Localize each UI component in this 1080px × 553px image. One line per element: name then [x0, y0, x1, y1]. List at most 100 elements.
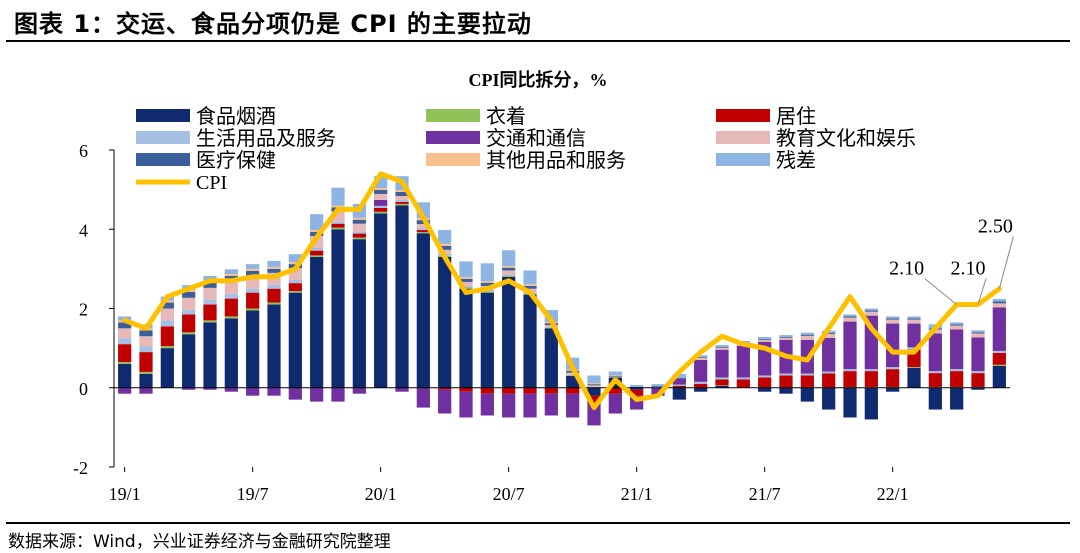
bar-residual-20-11 [587, 375, 601, 384]
bar-residual-21-4 [694, 355, 708, 358]
legend-swatch-residual [716, 153, 770, 166]
bar-household-19-2 [139, 346, 153, 353]
bar-food-20-5 [459, 288, 473, 388]
bar-housing-19-8 [267, 288, 281, 303]
bar-transport-19-5 [203, 387, 217, 390]
bar-education-21-5 [715, 347, 729, 350]
bar-residual-20-5 [459, 261, 473, 278]
bar-household-19-4 [182, 309, 196, 315]
bar-medical-20-12 [608, 376, 622, 378]
bar-other-20-11 [587, 383, 601, 385]
bar-clothing-19-11 [331, 227, 345, 230]
source-note: 数据来源：Wind，兴业证券经济与金融研究院整理 [8, 532, 391, 552]
y-tick-label: 2 [79, 300, 88, 320]
bar-clothing-19-1 [118, 361, 132, 364]
bar-transport-20-1 [374, 199, 388, 206]
x-tick-label: 19/7 [237, 484, 269, 504]
bar-transport-20-2 [395, 387, 409, 392]
bar-food-22-1 [886, 387, 900, 392]
bar-clothing-19-5 [203, 320, 217, 323]
bar-education-19-10 [310, 235, 324, 248]
bar-medical-20-5 [459, 278, 473, 282]
bar-household-21-12 [864, 369, 878, 372]
bar-other-19-3 [160, 300, 174, 303]
bar-food-20-4 [438, 256, 452, 388]
bar-food-20-10 [566, 375, 580, 388]
bar-other-20-2 [395, 190, 409, 193]
bar-housing-20-6 [480, 387, 494, 394]
bar-residual-21-7 [758, 337, 772, 340]
bar-transport-19-9 [288, 387, 302, 400]
bar-transport-19-11 [331, 387, 345, 402]
bar-housing-19-6 [224, 298, 238, 317]
legend-label-other: 其他用品和服务 [486, 149, 626, 172]
bar-food-20-1 [374, 213, 388, 388]
bar-housing-19-10 [310, 250, 324, 256]
bar-medical-21-10 [822, 332, 836, 334]
bar-clothing-19-3 [160, 346, 174, 349]
bar-education-22-4 [950, 325, 964, 330]
bar-housing-21-5 [715, 379, 729, 386]
bar-transport-20-5 [459, 391, 473, 418]
bar-housing-19-4 [182, 314, 196, 333]
bar-education-20-2 [395, 195, 409, 200]
bar-education-21-7 [758, 339, 772, 342]
bar-housing-19-12 [352, 233, 366, 238]
bar-housing-19-9 [288, 283, 302, 292]
bar-other-20-4 [438, 243, 452, 246]
bar-education-19-9 [288, 268, 302, 280]
bar-clothing-19-2 [139, 371, 153, 374]
x-tick-label: 20/1 [365, 484, 397, 504]
bar-medical-19-1 [118, 322, 132, 329]
bar-housing-21-3 [672, 385, 686, 388]
bar-food-22-5 [971, 387, 985, 390]
legend-label-medical: 医疗保健 [196, 149, 276, 172]
bar-clothing-19-10 [310, 255, 324, 257]
legend-swatch-household [136, 131, 190, 144]
bar-residual-19-10 [310, 214, 324, 231]
bar-medical-22-2 [907, 318, 921, 320]
bar-food-21-5 [715, 385, 729, 388]
bar-other-20-7 [502, 266, 516, 268]
bar-medical-20-8 [523, 285, 537, 289]
bar-food-22-4 [950, 387, 964, 410]
bar-residual-20-7 [502, 250, 516, 267]
bar-household-20-2 [395, 199, 409, 202]
bar-housing-20-9 [544, 387, 558, 394]
bar-transport-20-6 [480, 393, 494, 416]
bar-residual-20-4 [438, 230, 452, 244]
bar-education-19-4 [182, 297, 196, 310]
bar-housing-21-9 [800, 375, 814, 388]
bar-medical-21-8 [779, 337, 793, 338]
bar-household-22-6 [992, 350, 1006, 353]
bar-housing-20-12 [608, 387, 622, 394]
legend-swatch-other [426, 153, 480, 166]
bar-transport-19-1 [118, 387, 132, 394]
bar-food-20-7 [502, 276, 516, 388]
bar-transport-21-3 [672, 378, 686, 385]
bar-housing-22-1 [886, 369, 900, 387]
legend-label-transport: 交通和通信 [486, 127, 586, 150]
bar-food-21-9 [800, 387, 814, 402]
bar-residual-21-5 [715, 344, 729, 347]
bar-residual-21-8 [779, 335, 793, 338]
bar-food-19-9 [288, 292, 302, 388]
bar-household-19-5 [203, 299, 217, 305]
bar-education-21-8 [779, 337, 793, 340]
bar-residual-19-7 [246, 264, 260, 269]
annotation-label: 2.10 [951, 258, 986, 280]
legend-swatch-housing [716, 109, 770, 122]
bar-housing-21-8 [779, 375, 793, 388]
annotation-leader [977, 278, 987, 305]
bar-food-19-8 [267, 304, 281, 388]
bar-other-19-9 [288, 262, 302, 265]
bar-transport-20-10 [566, 393, 580, 418]
bar-food-21-11 [843, 387, 857, 418]
bar-residual-22-1 [886, 316, 900, 319]
bar-medical-21-5 [715, 346, 729, 348]
bar-transport-22-2 [907, 323, 921, 348]
bar-residual-21-3 [672, 373, 686, 378]
bar-education-20-5 [459, 281, 473, 286]
bar-food-19-6 [224, 318, 238, 388]
bar-education-20-7 [502, 270, 516, 275]
